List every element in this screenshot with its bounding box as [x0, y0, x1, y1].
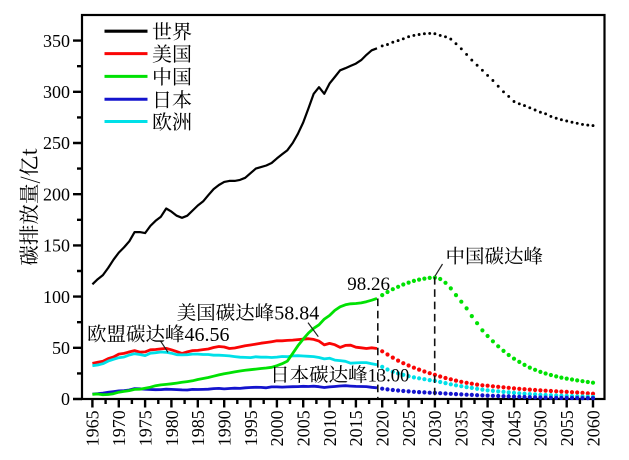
- svg-text:2035: 2035: [452, 410, 472, 446]
- svg-text:13.00: 13.00: [368, 367, 410, 387]
- svg-text:2045: 2045: [504, 410, 524, 446]
- svg-text:2040: 2040: [478, 410, 498, 446]
- svg-text:2015: 2015: [346, 410, 366, 446]
- svg-text:1980: 1980: [162, 410, 182, 446]
- svg-text:200: 200: [43, 184, 70, 204]
- svg-text:2050: 2050: [531, 410, 551, 446]
- svg-text:1990: 1990: [215, 410, 235, 446]
- svg-text:2010: 2010: [320, 410, 340, 446]
- svg-text:2025: 2025: [399, 410, 419, 446]
- svg-text:300: 300: [43, 82, 70, 102]
- svg-text:150: 150: [43, 236, 70, 256]
- svg-text:58.84: 58.84: [274, 303, 319, 325]
- svg-text:1970: 1970: [109, 410, 129, 446]
- svg-text:2060: 2060: [583, 410, 603, 446]
- svg-text:1995: 1995: [241, 410, 261, 446]
- svg-text:2055: 2055: [557, 410, 577, 446]
- svg-text:100: 100: [43, 287, 70, 307]
- svg-text:1985: 1985: [188, 410, 208, 446]
- svg-text:98.26: 98.26: [347, 274, 390, 295]
- svg-text:250: 250: [43, 133, 70, 153]
- svg-text:2020: 2020: [373, 410, 393, 446]
- svg-text:50: 50: [52, 338, 70, 358]
- svg-text:2005: 2005: [294, 410, 314, 446]
- svg-text:1965: 1965: [83, 410, 103, 446]
- svg-text:2000: 2000: [267, 410, 287, 446]
- svg-text:46.56: 46.56: [185, 324, 230, 346]
- svg-text:350: 350: [43, 31, 70, 51]
- svg-text:2030: 2030: [425, 410, 445, 446]
- svg-text:0: 0: [61, 389, 70, 409]
- svg-text:1975: 1975: [135, 410, 155, 446]
